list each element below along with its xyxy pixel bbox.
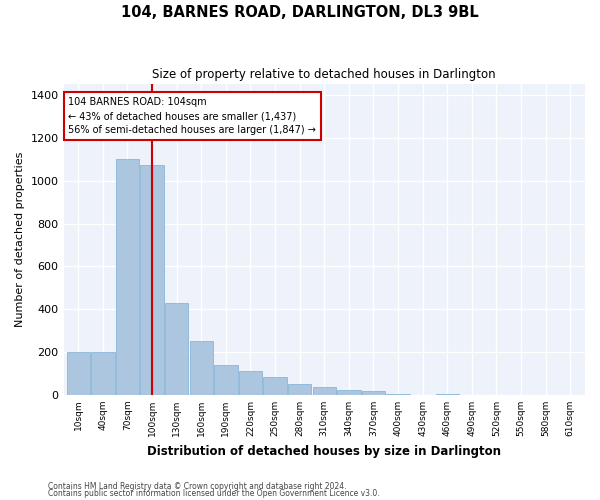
Bar (116, 160, 139, 395)
Bar (313, 388, 336, 395)
Text: Contains HM Land Registry data © Crown copyright and database right 2024.: Contains HM Land Registry data © Crown c… (48, 482, 347, 491)
Bar (436, 394, 459, 395)
Y-axis label: Number of detached properties: Number of detached properties (15, 152, 25, 328)
Text: Contains public sector information licensed under the Open Government Licence v3: Contains public sector information licen… (48, 489, 380, 498)
Bar (263, 376, 287, 395)
Bar (288, 384, 311, 395)
Bar (239, 372, 262, 395)
Bar (214, 365, 238, 395)
X-axis label: Distribution of detached houses by size in Darlington: Distribution of detached houses by size … (147, 444, 501, 458)
Bar (91, 352, 115, 395)
Title: Size of property relative to detached houses in Darlington: Size of property relative to detached ho… (152, 68, 496, 80)
Text: 104 BARNES ROAD: 104sqm
← 43% of detached houses are smaller (1,437)
56% of semi: 104 BARNES ROAD: 104sqm ← 43% of detache… (68, 98, 316, 136)
Bar (165, 303, 188, 395)
Bar (67, 352, 90, 395)
Bar (337, 390, 361, 395)
Bar (386, 394, 410, 395)
Bar (362, 390, 385, 395)
Bar (190, 342, 213, 395)
Text: 104, BARNES ROAD, DARLINGTON, DL3 9BL: 104, BARNES ROAD, DARLINGTON, DL3 9BL (121, 5, 479, 20)
Bar (140, 164, 164, 395)
